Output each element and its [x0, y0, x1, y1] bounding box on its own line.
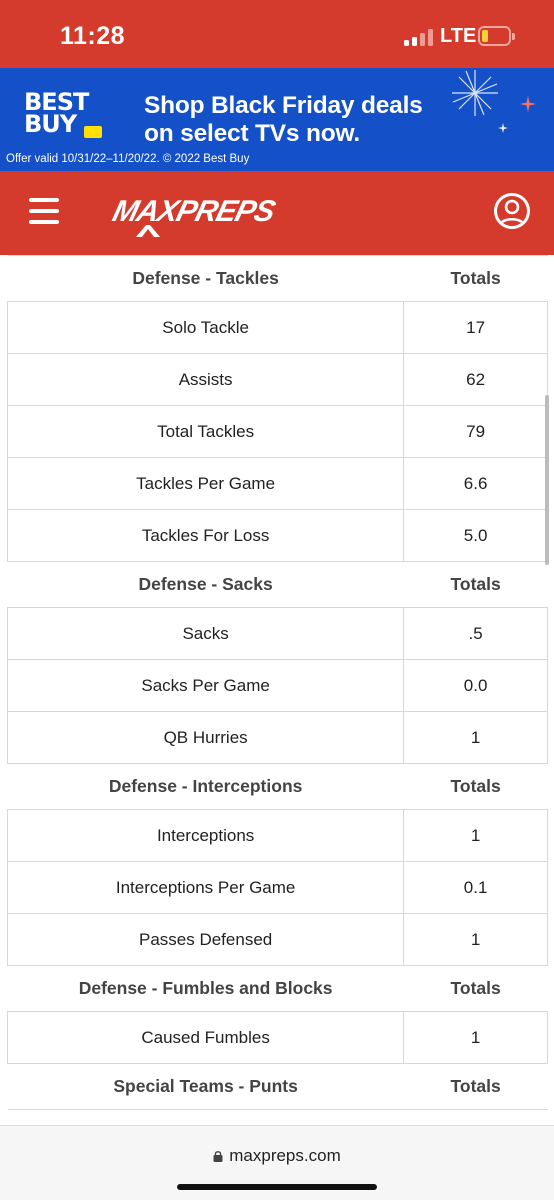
firework-icon	[452, 70, 498, 116]
stat-label: Sacks Per Game	[7, 659, 405, 712]
stat-value: 5.0	[403, 509, 548, 562]
section-title: Special Teams - Punts	[7, 1063, 404, 1110]
user-profile-icon[interactable]	[494, 193, 530, 229]
stat-value: 6.6	[403, 457, 548, 510]
browser-bottom-bar: maxpreps.com	[0, 1125, 554, 1200]
network-label: LTE	[440, 25, 477, 47]
battery-icon	[478, 26, 515, 46]
signal-icon	[404, 28, 434, 46]
stats-content[interactable]: Defense - Tackles Totals Solo Tackle 17 Assi…	[7, 255, 548, 1125]
svg-text:MAXPREPS: MAXPREPS	[109, 194, 278, 227]
hamburger-menu-icon[interactable]	[29, 198, 59, 224]
best-buy-logo: BEST BUY	[24, 88, 89, 138]
stat-row: Interceptions Per Game 0.1	[7, 861, 548, 914]
home-indicator[interactable]	[177, 1184, 377, 1190]
stat-row: Solo Tackle 17	[7, 301, 548, 354]
stat-label: Assists	[7, 353, 405, 406]
stat-label: Passes Defensed	[7, 913, 405, 966]
stat-value: .5	[403, 607, 548, 660]
lock-icon	[213, 1151, 223, 1162]
stat-row: Interceptions 1	[7, 809, 548, 862]
ad-headline: Shop Black Friday deals on select TVs no…	[144, 92, 423, 147]
totals-column-header: Totals	[403, 255, 548, 302]
section-header-row: Defense - Fumbles and Blocks Totals	[7, 965, 548, 1012]
stat-row: Sacks Per Game 0.0	[7, 659, 548, 712]
section-title: Defense - Tackles	[7, 255, 404, 302]
section-header-row: Special Teams - Punts Totals	[7, 1063, 548, 1110]
stat-label: QB Hurries	[7, 711, 405, 764]
stat-label: Caused Fumbles	[7, 1011, 405, 1064]
stat-value: 79	[403, 405, 548, 458]
stat-value: 17	[403, 301, 548, 354]
status-time: 11:28	[60, 22, 126, 50]
stat-row: Caused Fumbles 1	[7, 1011, 548, 1064]
stat-label: Sacks	[7, 607, 405, 660]
stat-row: Sacks .5	[7, 607, 548, 660]
stat-value: 0.0	[403, 659, 548, 712]
ad-banner[interactable]: BEST BUY Shop Black Friday deals on sele…	[0, 68, 554, 171]
site-header	[0, 171, 554, 255]
sparkle-icon	[520, 96, 536, 112]
stat-row: Total Tackles 79	[7, 405, 548, 458]
totals-column-header: Totals	[403, 561, 548, 608]
section-header-row: Defense - Sacks Totals	[7, 561, 548, 608]
stat-label: Tackles For Loss	[7, 509, 405, 562]
totals-column-header: Totals	[403, 1063, 548, 1110]
stat-label: Solo Tackle	[7, 301, 405, 354]
stat-label: Total Tackles	[7, 405, 405, 458]
address-bar[interactable]: maxpreps.com	[0, 1146, 554, 1166]
stat-label: Interceptions	[7, 809, 405, 862]
stat-row: Tackles For Loss 5.0	[7, 509, 548, 562]
stat-value: 1	[403, 1011, 548, 1064]
stat-value: 1	[403, 913, 548, 966]
status-bar: 11:28 LTE	[0, 0, 554, 68]
maxpreps-logo[interactable]: MAXPREPS	[108, 185, 278, 240]
stats-table: Defense - Tackles Totals Solo Tackle 17 Assi…	[7, 255, 548, 1110]
totals-column-header: Totals	[403, 763, 548, 810]
stat-value: 0.1	[403, 861, 548, 914]
stat-label: Tackles Per Game	[7, 457, 405, 510]
best-buy-tag-icon	[84, 126, 102, 138]
totals-column-header: Totals	[403, 965, 548, 1012]
stat-label: Interceptions Per Game	[7, 861, 405, 914]
section-title: Defense - Interceptions	[7, 763, 404, 810]
url-text: maxpreps.com	[229, 1146, 341, 1165]
sparkle-icon	[498, 123, 508, 133]
stat-row: Tackles Per Game 6.6	[7, 457, 548, 510]
scrollbar[interactable]	[545, 395, 549, 565]
stat-value: 1	[403, 809, 548, 862]
section-header-row: Defense - Interceptions Totals	[7, 763, 548, 810]
stat-row: Assists 62	[7, 353, 548, 406]
stat-value: 1	[403, 711, 548, 764]
stat-row: QB Hurries 1	[7, 711, 548, 764]
section-header-row: Defense - Tackles Totals	[7, 255, 548, 302]
stat-row: Passes Defensed 1	[7, 913, 548, 966]
section-title: Defense - Sacks	[7, 561, 404, 608]
section-title: Defense - Fumbles and Blocks	[7, 965, 404, 1012]
stat-value: 62	[403, 353, 548, 406]
ad-legal-text: Offer valid 10/31/22–11/20/22. © 2022 Be…	[6, 153, 250, 165]
